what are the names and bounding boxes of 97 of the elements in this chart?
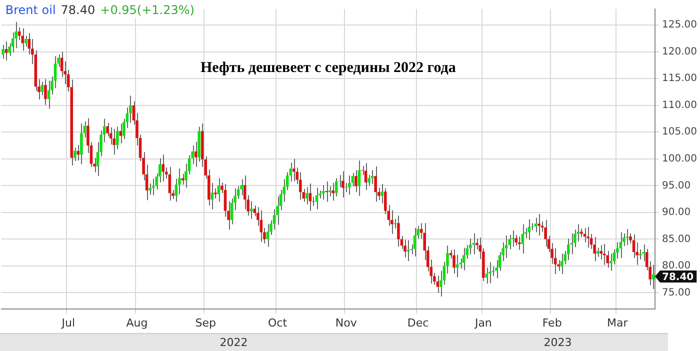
candlestick — [306, 186, 308, 205]
candlestick — [8, 42, 11, 57]
candlestick — [106, 122, 109, 137]
y-tick-label: 100.00 — [662, 153, 698, 164]
candlestick — [109, 126, 112, 145]
candlestick — [462, 247, 466, 271]
candlestick — [292, 158, 296, 182]
candlestick — [504, 234, 508, 258]
y-tick-label: 110.00 — [662, 100, 698, 111]
annotation: +0.95(+1.23%) — [100, 3, 194, 18]
candlestick — [358, 160, 361, 196]
candlestick — [266, 224, 270, 248]
candlestick — [119, 123, 122, 144]
candlestick — [194, 141, 198, 168]
y-tick-label: 75.00 — [662, 287, 691, 298]
candlestick — [60, 51, 64, 78]
x-tick-label: Dec — [407, 316, 429, 330]
candlestick — [181, 173, 184, 186]
candlestick — [610, 253, 612, 272]
x-tick-label: Jan — [474, 316, 492, 330]
candlestick — [299, 172, 302, 200]
candlestick — [642, 244, 645, 262]
candlestick — [495, 260, 498, 279]
candlestick — [80, 123, 83, 165]
candlestick — [514, 234, 518, 246]
y-tick-label: 95.00 — [662, 180, 691, 192]
annotation: Brent oil — [5, 3, 56, 18]
x-tick-label: Jul — [60, 316, 76, 330]
candlestick — [567, 238, 570, 261]
candlestick — [404, 239, 406, 258]
candlestick — [397, 215, 400, 248]
y-tick-label: 125.00 — [662, 20, 698, 31]
candlestick — [602, 244, 606, 266]
candlestick — [253, 204, 256, 217]
candlestick — [538, 214, 540, 236]
candlestick — [374, 166, 377, 202]
candlestick — [518, 236, 521, 250]
candlestick — [368, 174, 370, 186]
x-tick-label: Mar — [607, 316, 628, 330]
x-tick-label: Nov — [335, 316, 358, 330]
x-tick-label: Feb — [542, 316, 562, 330]
candlestick — [74, 147, 76, 162]
candlestick — [436, 275, 440, 294]
x-tick-label: Oct — [268, 316, 288, 330]
candlestick — [21, 28, 24, 52]
candlestick — [560, 253, 564, 274]
candlestick — [332, 182, 334, 202]
y-tick-label: 80.00 — [662, 260, 691, 272]
candlestick — [250, 200, 253, 220]
candlestick — [364, 162, 368, 190]
candlestick — [4, 41, 8, 61]
annotation: 78.40 — [60, 3, 96, 18]
candlestick — [342, 170, 344, 198]
y-tick-label: 115.00 — [662, 73, 698, 84]
candlestick — [243, 174, 246, 210]
candlestick — [308, 183, 312, 212]
candlestick — [586, 226, 590, 248]
candlestick — [18, 26, 21, 41]
candlestick — [544, 219, 547, 248]
text: Нефть дешевеет с середины 2022 года — [200, 60, 456, 76]
text: 2022 — [220, 336, 248, 349]
candlestick — [468, 238, 472, 255]
candlestick — [413, 227, 416, 257]
candlestick — [224, 184, 227, 218]
candlestick — [24, 35, 28, 47]
candlestick — [619, 232, 622, 258]
candlestick — [652, 264, 655, 290]
candlestick — [152, 178, 155, 196]
x-tick-label: Aug — [126, 316, 148, 330]
candlestick — [472, 232, 476, 255]
text: 2023 — [544, 336, 572, 349]
candlestick — [452, 248, 456, 274]
candlestick — [44, 78, 47, 106]
candlestick — [325, 180, 328, 202]
candlestick — [354, 170, 358, 193]
candlestick — [214, 188, 217, 200]
text: 78.40 — [662, 272, 694, 284]
candlestick — [348, 174, 351, 196]
candlestick — [2, 44, 4, 60]
candlestick — [240, 178, 243, 196]
candlestick — [276, 196, 279, 226]
candlestick — [14, 21, 18, 49]
candlestick — [40, 81, 44, 96]
candlestick — [488, 262, 492, 284]
y-tick-label: 105.00 — [662, 126, 698, 138]
candlestick — [593, 236, 596, 262]
x-tick-label: Sep — [195, 316, 216, 330]
y-tick-label: 85.00 — [662, 234, 691, 245]
candlestick — [11, 32, 14, 53]
candlestick — [380, 184, 384, 204]
candlestick — [534, 217, 538, 233]
candlestick — [638, 248, 642, 260]
candlestick — [210, 182, 214, 210]
candlestick — [112, 128, 116, 156]
y-tick-label: 120.00 — [662, 46, 698, 58]
y-tick-label: 90.00 — [662, 207, 691, 218]
candlestick — [129, 95, 132, 124]
